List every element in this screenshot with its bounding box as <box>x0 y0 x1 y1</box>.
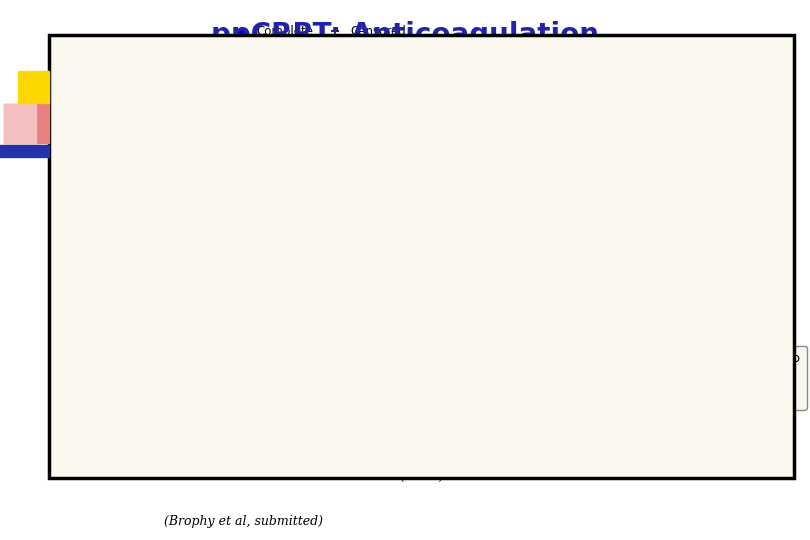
Text: ppCRRT: Anticoagulation: ppCRRT: Anticoagulation <box>211 21 599 49</box>
Text: (Brophy et al, submitted): (Brophy et al, submitted) <box>164 515 322 528</box>
X-axis label: Circuit Survival Time (hours): Circuit Survival Time (hours) <box>270 470 443 483</box>
Legend: Hep, Cit, No: Hep, Cit, No <box>737 346 807 410</box>
Title: Cumulative Proportion Surviving (Kaplan-Meier): Cumulative Proportion Surviving (Kaplan-… <box>211 38 501 51</box>
Y-axis label: Cumulative Proportion Surviving: Cumulative Proportion Surviving <box>68 164 81 360</box>
